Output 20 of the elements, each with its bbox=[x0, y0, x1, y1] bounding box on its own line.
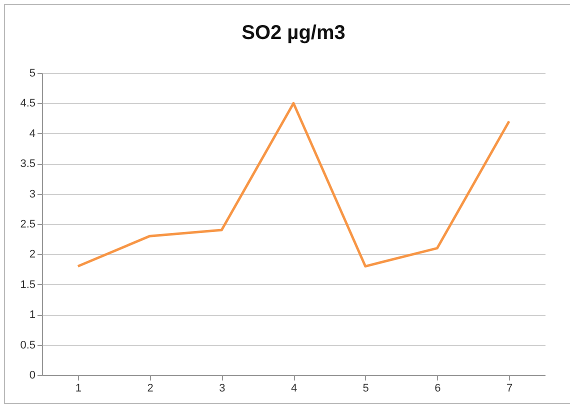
y-tick-label: 2.5 bbox=[20, 218, 36, 230]
y-tick-label: 2 bbox=[29, 248, 36, 261]
chart-title: SO2 µg/m3 bbox=[242, 22, 346, 44]
x-tick-label: 6 bbox=[434, 382, 441, 394]
y-tick-label: 0 bbox=[29, 370, 36, 382]
y-tick-label: 4 bbox=[29, 128, 36, 140]
y-tick-label: 3 bbox=[29, 188, 36, 200]
y-tick-label: 1 bbox=[29, 309, 36, 322]
line-series bbox=[76, 102, 510, 268]
y-tick-label: 4.5 bbox=[20, 98, 36, 110]
y-tick-label: 1.5 bbox=[20, 278, 36, 291]
y-tick-label: 3.5 bbox=[20, 158, 36, 170]
x-tick-label: 7 bbox=[506, 382, 513, 394]
y-tick-label: 0.5 bbox=[20, 339, 36, 352]
x-tick-label: 2 bbox=[147, 382, 154, 394]
x-tick-label: 3 bbox=[219, 382, 226, 394]
x-tick-label: 5 bbox=[362, 382, 369, 394]
y-tick-label: 5 bbox=[29, 68, 36, 80]
x-tick-label: 4 bbox=[290, 382, 298, 394]
x-tick-label: 1 bbox=[75, 382, 82, 394]
